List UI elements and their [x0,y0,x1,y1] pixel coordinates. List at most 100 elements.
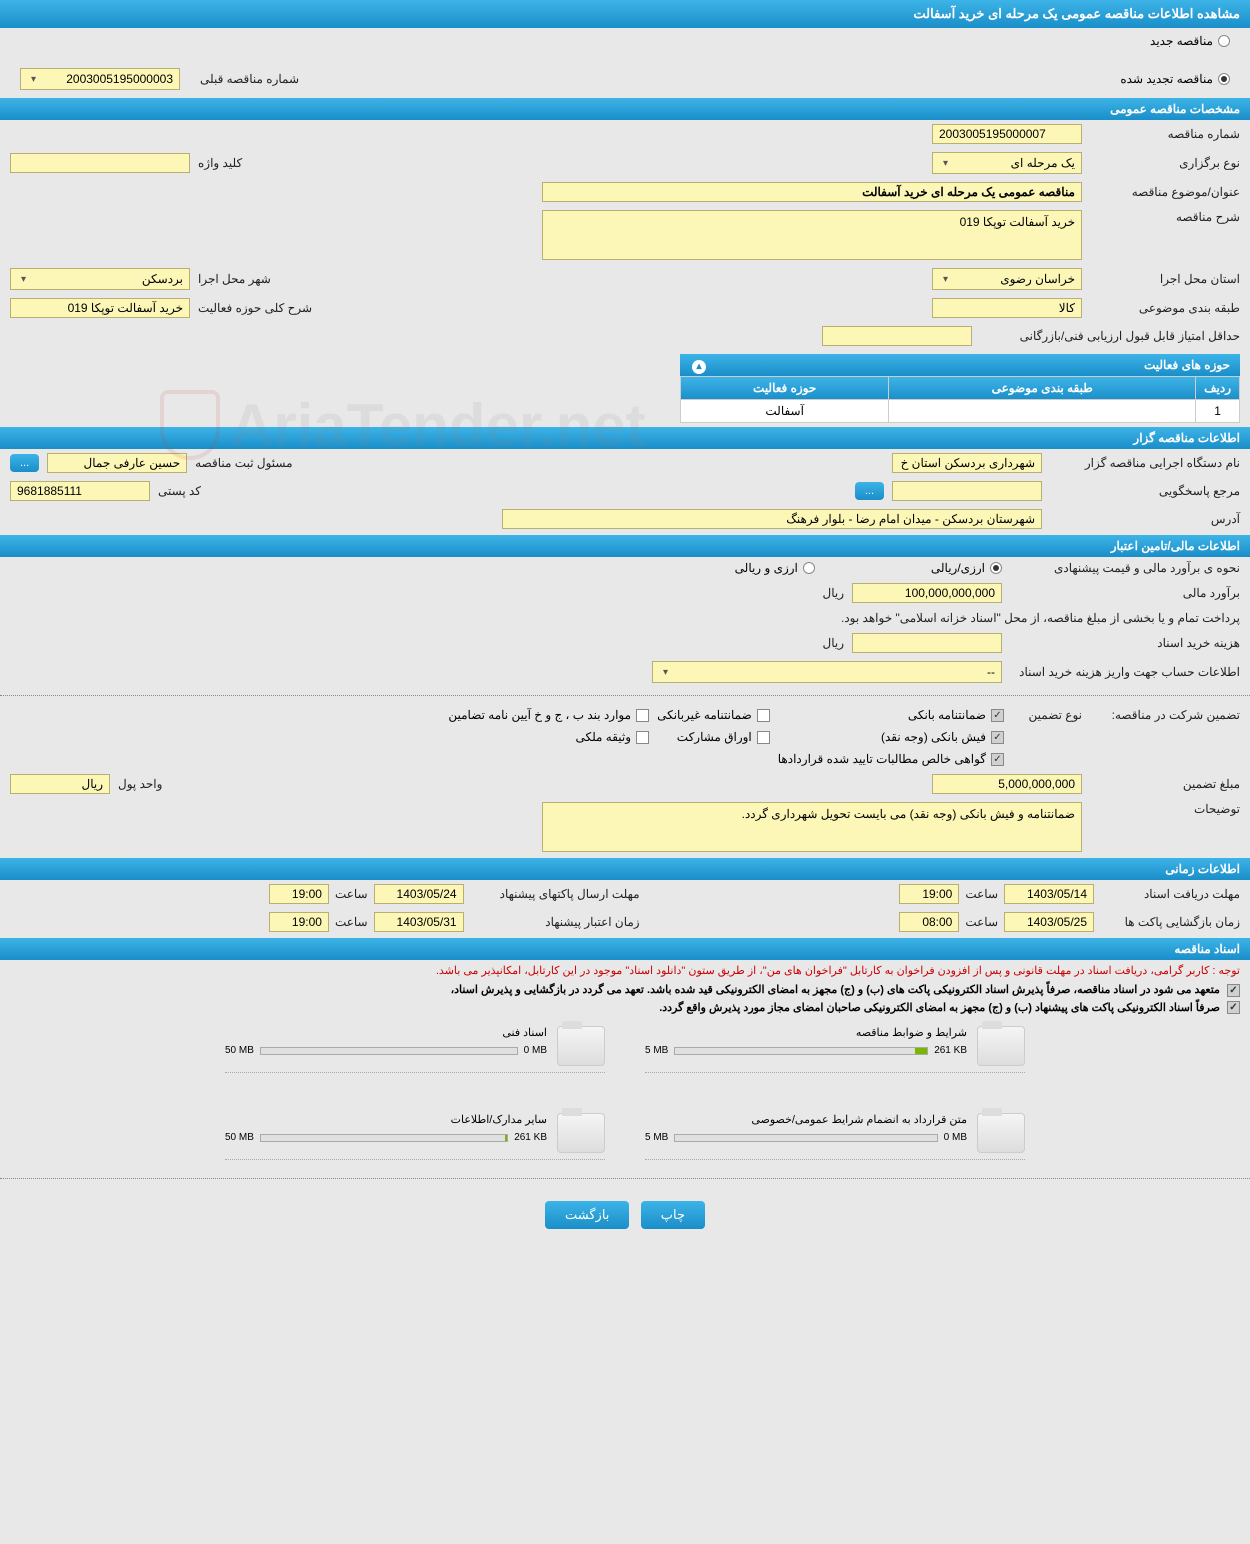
chevron-down-icon: ▾ [31,74,36,85]
province-dropdown[interactable]: خراسان رضوی ▾ [932,268,1082,290]
cb-bank-guarantee[interactable]: ضمانتنامه بانکی [778,708,1004,722]
size-bar [260,1134,508,1142]
validity-date: 1403/05/31 [374,912,464,932]
province-value: خراسان رضوی [1000,272,1075,286]
deposit-account-dropdown[interactable]: -- ▾ [652,661,1002,683]
radio-rial[interactable]: ارزی/ریالی [931,561,1002,575]
confirm1-text: متعهد می شود در اسناد مناقصه، صرفاً پذیر… [451,984,1220,996]
table-row: 1 آسفالت [681,400,1240,423]
checkbox-icon [991,731,1004,744]
note-download: توجه : کاربر گرامی، دریافت اسناد در مهلت… [0,960,1250,981]
cb-label: ضمانتنامه بانکی [908,708,986,722]
chevron-down-icon: ▾ [21,274,26,285]
desc-field: خرید آسفالت توپکا 019 [542,210,1082,260]
cb-label: فیش بانکی (وجه نقد) [881,730,986,744]
checkbox-icon [1227,1001,1240,1014]
radio-label: مناقصه جدید [1150,34,1213,48]
radio-label: ارزی و ریالی [735,561,798,575]
radio-new-tender[interactable]: مناقصه جدید [20,34,1230,48]
cb-property[interactable]: وثیقه ملکی [448,730,649,744]
cb-nonbank-guarantee[interactable]: ضمانتنامه غیربانکی [657,708,770,722]
bar-fill [505,1135,507,1141]
category-field: کالا [932,298,1082,318]
back-button[interactable]: بازگشت [545,1201,629,1229]
category-label: طبقه بندی موضوعی [1090,301,1240,315]
cb-participation[interactable]: اوراق مشارکت [657,730,770,744]
address-label: آدرس [1050,512,1240,526]
checkbox-icon [757,731,770,744]
folder-icon [557,1026,605,1066]
responder-more-button[interactable]: ... [855,482,884,500]
note-confirm2: صرفاً اسناد الکترونیکی پاکت های پیشنهاد … [0,999,1250,1017]
page-title: مشاهده اطلاعات مناقصه عمومی یک مرحله ای … [0,0,1250,28]
subject-label: عنوان/موضوع مناقصه [1090,185,1240,199]
folder-item[interactable]: شرایط و ضوابط مناقصه 5 MB 261 KB [645,1026,1025,1073]
doc-cost-label: هزینه خرید اسناد [1010,636,1240,650]
collapse-icon[interactable]: ▴ [692,360,706,374]
checkbox-icon [1227,984,1240,997]
type-dropdown[interactable]: یک مرحله ای ▾ [932,152,1082,174]
subject-field: مناقصه عمومی یک مرحله ای خرید آسفالت [542,182,1082,202]
type-value: یک مرحله ای [1011,156,1075,170]
note-confirm1: متعهد می شود در اسناد مناقصه، صرفاً پذیر… [0,981,1250,999]
divider [0,1178,1250,1179]
cb-label: ضمانتنامه غیربانکی [657,708,752,722]
folder-item[interactable]: اسناد فنی 50 MB 0 MB [225,1026,605,1073]
cb-receivables[interactable]: گواهی خالص مطالبات تایید شده قراردادها [778,752,1004,766]
cb-bylaw[interactable]: موارد بند ب ، ج و خ آیین نامه تضامین [448,708,649,722]
guarantee-amount-field: 5,000,000,000 [932,774,1082,794]
checkbox-icon [636,709,649,722]
section-organizer: اطلاعات مناقصه گزار [0,427,1250,449]
time-label: ساعت [965,915,998,929]
explain-label: توضیحات [1090,802,1240,816]
folder-title: متن قرارداد به انضمام شرایط عمومی/خصوصی [645,1113,967,1126]
keyword-field[interactable] [10,153,190,173]
cb-bank-receipt[interactable]: فیش بانکی (وجه نقد) [778,730,1004,744]
postal-label: کد پستی [158,484,201,498]
checkbox-icon [991,709,1004,722]
radio-label: مناقصه تجدید شده [1120,72,1213,86]
section-documents: اسناد مناقصه [0,938,1250,960]
size-bar [260,1047,518,1055]
print-button[interactable]: چاپ [641,1201,705,1229]
registrar-more-button[interactable]: ... [10,454,39,472]
deposit-account-value: -- [987,665,995,679]
time-label: ساعت [965,887,998,901]
divider [0,695,1250,696]
min-score-field[interactable] [822,326,972,346]
checkbox-icon [991,753,1004,766]
guarantee-amount-label: مبلغ تضمین [1090,777,1240,791]
validity-time: 19:00 [269,912,329,932]
folder-item[interactable]: سایر مدارک/اطلاعات 50 MB 261 KB [225,1113,605,1160]
city-dropdown[interactable]: بردسکن ▾ [10,268,190,290]
radio-currency[interactable]: ارزی و ریالی [735,561,815,575]
agency-field: شهرداری بردسکن استان خ [892,453,1042,473]
radio-renewed-tender[interactable]: مناقصه تجدید شده [1120,72,1230,86]
bid-deadline-label: مهلت ارسال پاکتهای پیشنهاد [470,887,640,901]
treasury-note: پرداخت تمام و یا بخشی از مبلغ مناقصه، از… [841,611,1240,625]
opening-time: 08:00 [899,912,959,932]
folder-item[interactable]: متن قرارداد به انضمام شرایط عمومی/خصوصی … [645,1113,1025,1160]
registrar-field: حسین عارفی جمال [47,453,187,473]
validity-label: زمان اعتبار پیشنهاد [470,915,640,929]
bid-deadline-time: 19:00 [269,884,329,904]
folder-title: سایر مدارک/اطلاعات [225,1113,547,1126]
checkbox-icon [636,731,649,744]
responder-field[interactable] [892,481,1042,501]
folder-used: 261 KB [934,1045,967,1056]
doc-cost-field[interactable] [852,633,1002,653]
tender-no-label: شماره مناقصه [1090,127,1240,141]
folder-icon [977,1026,1025,1066]
radio-label: ارزی/ریالی [931,561,985,575]
section-financial: اطلاعات مالی/تامین اعتبار [0,535,1250,557]
prev-tender-dropdown[interactable]: ▾ 2003005195000003 [20,68,180,90]
doc-deadline-label: مهلت دریافت اسناد [1100,887,1240,901]
col-row: ردیف [1196,377,1240,400]
city-value: بردسکن [142,272,183,286]
postal-field: 9681885111 [10,481,150,501]
money-unit-label: واحد پول [118,777,162,791]
cell-n: 1 [1196,400,1240,423]
method-label: نحوه ی برآورد مالی و قیمت پیشنهادی [1010,561,1240,575]
cb-label: اوراق مشارکت [677,730,752,744]
button-row: چاپ بازگشت [0,1187,1250,1243]
